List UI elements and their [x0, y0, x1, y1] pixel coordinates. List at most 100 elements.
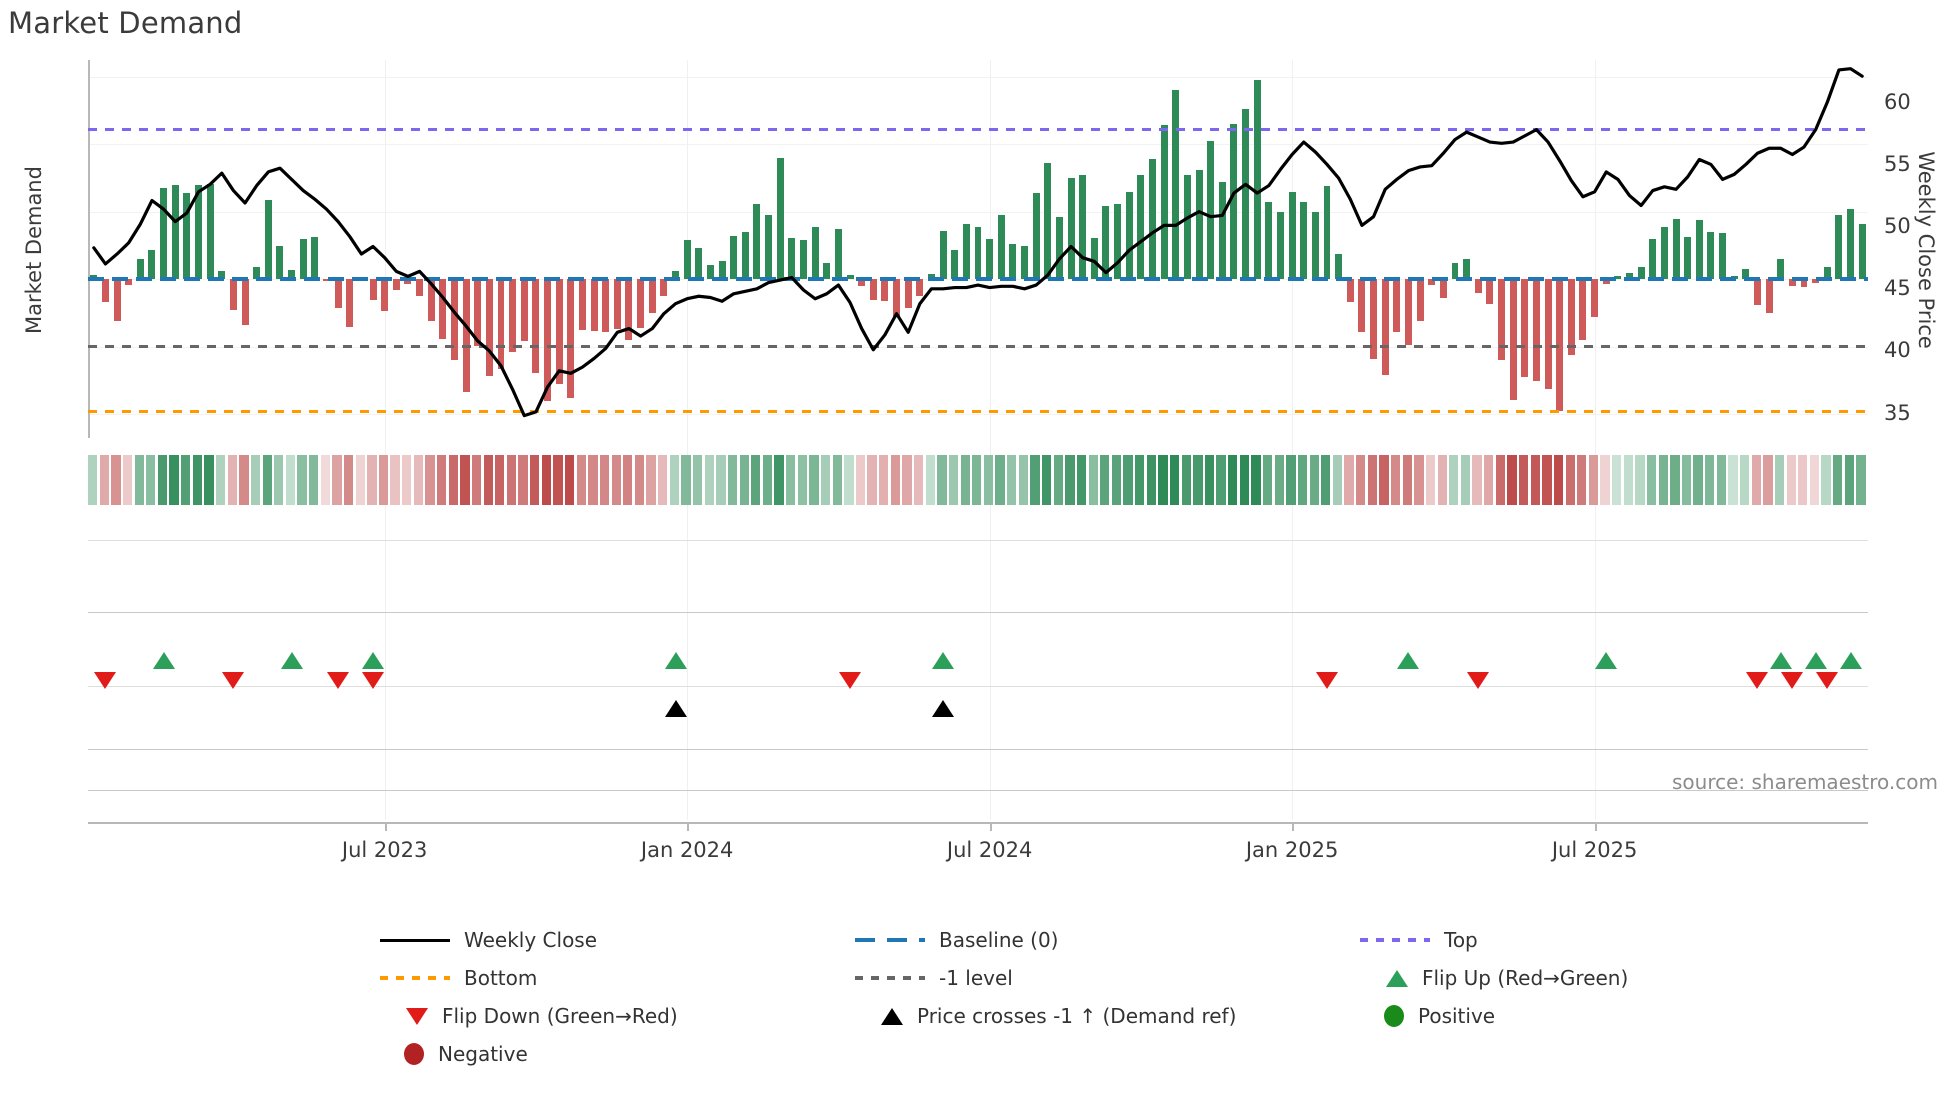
demand-bar: [1474, 279, 1482, 293]
demand-bar: [183, 192, 191, 280]
heatmap-cell: [1623, 455, 1633, 505]
heatmap-cell: [1565, 455, 1575, 505]
gridline-vertical: [385, 60, 386, 820]
demand-bar: [241, 279, 249, 325]
demand-bar: [125, 279, 133, 285]
gridline-lower: [88, 612, 1868, 613]
demand-bar: [1835, 215, 1843, 280]
heatmap-cell: [1542, 455, 1552, 505]
demand-bar: [497, 279, 505, 370]
demand-bar: [1335, 253, 1343, 280]
demand-bar: [1672, 218, 1680, 280]
demand-bar: [695, 248, 703, 280]
heatmap-cell: [1251, 455, 1261, 505]
heatmap-cell: [1135, 455, 1145, 505]
demand-bar: [869, 279, 877, 300]
demand-bar: [590, 279, 598, 332]
x-axis-tick: [385, 822, 387, 831]
demand-bar: [730, 235, 738, 280]
gridline-horizontal: [88, 211, 1868, 213]
heatmap-cell: [704, 455, 714, 505]
demand-bar: [1765, 279, 1773, 314]
demand-bar: [765, 215, 773, 280]
heatmap-cell: [890, 455, 901, 505]
demand-bar: [1149, 159, 1156, 280]
y-axis-left-spine: [88, 60, 90, 438]
heatmap-cell: [355, 455, 365, 505]
demand-bar: [613, 279, 621, 329]
demand-bar: [1300, 202, 1308, 280]
legend-item-price-crosses-1-demand-ref[interactable]: Price crosses -1 ↑ (Demand ref): [855, 1004, 1236, 1028]
gridline-vertical: [990, 60, 991, 820]
heatmap-cell: [1321, 455, 1331, 505]
heatmap-cell: [274, 455, 284, 505]
legend-item-label: Weekly Close: [464, 928, 598, 952]
heatmap-cell: [1728, 455, 1738, 505]
demand-bar: [683, 240, 691, 280]
legend-item-top[interactable]: Top: [1360, 928, 1478, 952]
legend-item-baseline-0[interactable]: Baseline (0): [855, 928, 1058, 952]
demand-bar: [1055, 217, 1063, 280]
demand-bar: [637, 279, 645, 328]
demand-bar: [509, 279, 517, 352]
demand-bar: [881, 279, 889, 301]
heatmap-cell: [1274, 455, 1284, 505]
heatmap-cell: [1635, 455, 1645, 505]
gridline-vertical: [687, 60, 688, 820]
demand-bar: [811, 227, 819, 280]
demand-bar: [90, 274, 98, 280]
demand-bar: [974, 226, 982, 280]
heatmap-cell: [820, 455, 831, 505]
legend-item-negative[interactable]: Negative: [380, 1042, 528, 1066]
legend-item-positive[interactable]: Positive: [1360, 1004, 1495, 1028]
legend-item-label: Flip Down (Green→Red): [442, 1004, 678, 1028]
heatmap-cell: [1740, 455, 1750, 505]
demand-bar: [951, 249, 959, 280]
demand-bar: [1707, 232, 1715, 280]
demand-bar: [858, 279, 866, 287]
heatmap-cell: [518, 455, 528, 505]
heatmap-cell: [343, 455, 354, 505]
demand-bar: [404, 279, 412, 285]
demand-bar: [1742, 269, 1750, 280]
legend-item-flip-up-red-green[interactable]: Flip Up (Red→Green): [1360, 966, 1628, 990]
demand-bar: [823, 262, 831, 280]
legend-item-flip-down-green-red[interactable]: Flip Down (Green→Red): [380, 1004, 678, 1028]
legend-item-weekly-close[interactable]: Weekly Close: [380, 928, 597, 952]
heatmap-cell: [471, 455, 482, 505]
price-cross-up-marker: [932, 700, 955, 717]
heatmap-cell: [460, 455, 470, 505]
heatmap-cell: [402, 455, 412, 505]
heatmap-cell: [1472, 455, 1482, 505]
demand-bar: [288, 269, 296, 280]
heatmap-cell: [122, 455, 133, 505]
legend-circle-icon: [1384, 1005, 1404, 1027]
heatmap-cell: [239, 455, 249, 505]
demand-bar: [1439, 279, 1447, 299]
heatmap-cell: [1356, 455, 1366, 505]
heatmap-cell: [1367, 455, 1378, 505]
legend-item-1-level[interactable]: -1 level: [855, 966, 1013, 990]
y-axis-right-tick: 45: [1884, 276, 1911, 301]
chart-title: Market Demand: [8, 6, 243, 40]
demand-bar: [1370, 279, 1378, 360]
demand-bar: [578, 279, 586, 330]
heatmap-cell: [1809, 455, 1820, 505]
demand-bar: [1358, 279, 1366, 333]
demand-bar: [1021, 245, 1028, 280]
demand-bar: [904, 279, 912, 308]
heatmap-cell: [1344, 455, 1354, 505]
x-axis-tick: [1292, 822, 1294, 831]
heatmap-cell: [588, 455, 598, 505]
demand-bar: [1183, 174, 1191, 280]
heatmap-cell: [1751, 455, 1761, 505]
heatmap-cell: [227, 455, 237, 505]
demand-bar: [346, 279, 354, 327]
legend-item-bottom[interactable]: Bottom: [380, 966, 537, 990]
demand-bar: [625, 279, 633, 341]
heatmap-cell: [1309, 455, 1319, 505]
legend-line-dashed-icon: [855, 938, 925, 942]
heatmap-cell: [309, 455, 319, 505]
demand-bar: [718, 261, 726, 280]
